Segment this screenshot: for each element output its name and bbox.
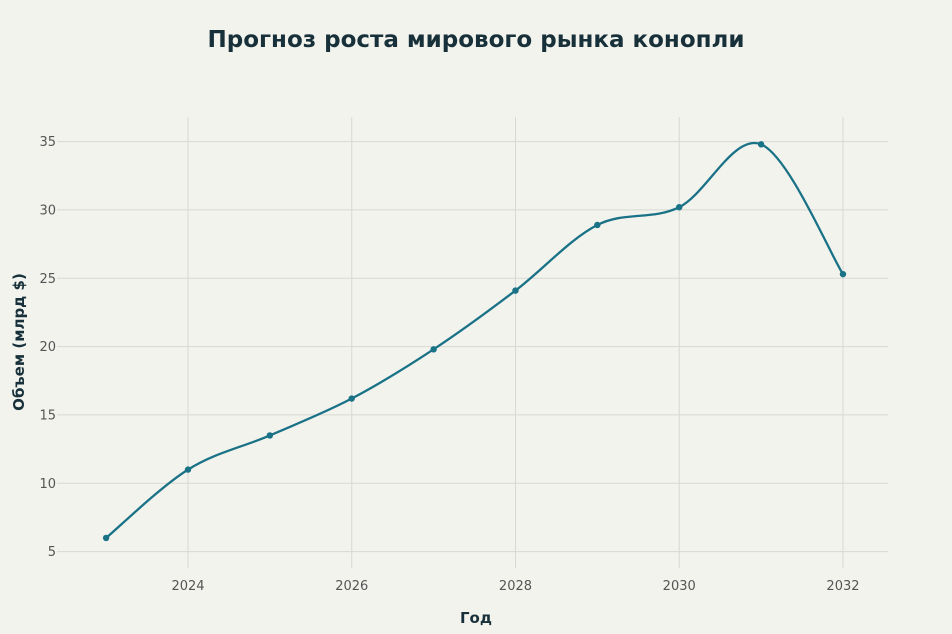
grid — [57, 117, 888, 568]
y-tick-label: 20 — [39, 340, 56, 355]
data-point — [266, 432, 274, 439]
x-tick-label: 2026 — [335, 579, 368, 594]
y-tick-label: 10 — [39, 477, 56, 492]
series-line — [104, 141, 845, 540]
data-point — [348, 395, 355, 402]
x-axis-title: Год — [460, 609, 492, 627]
data-point — [676, 204, 683, 211]
chart-title: Прогноз роста мирового рынка конопли — [208, 27, 745, 53]
x-tick-label: 2028 — [499, 579, 532, 594]
x-tick-label: 2024 — [171, 579, 204, 594]
y-tick-label: 35 — [39, 135, 56, 150]
y-tick-label: 15 — [39, 408, 56, 423]
x-tick-labels: 2024 2026 2028 2030 2032 — [171, 579, 859, 594]
x-tick-label: 2030 — [663, 579, 696, 594]
y-tick-labels: 5 10 15 20 25 30 35 — [39, 135, 56, 560]
y-tick-label: 5 — [48, 545, 56, 560]
series-layer — [104, 141, 845, 540]
data-point — [839, 270, 847, 278]
data-point — [512, 287, 519, 294]
x-tick-label: 2032 — [826, 579, 859, 594]
y-tick-label: 25 — [39, 272, 56, 287]
y-axis-title: Объем (млрд $) — [10, 273, 28, 411]
data-point — [184, 466, 192, 473]
data-point — [430, 346, 437, 353]
data-point — [102, 534, 110, 542]
points-layer — [102, 141, 847, 542]
data-point — [757, 141, 765, 148]
data-point — [594, 221, 601, 229]
y-tick-label: 30 — [39, 203, 56, 218]
